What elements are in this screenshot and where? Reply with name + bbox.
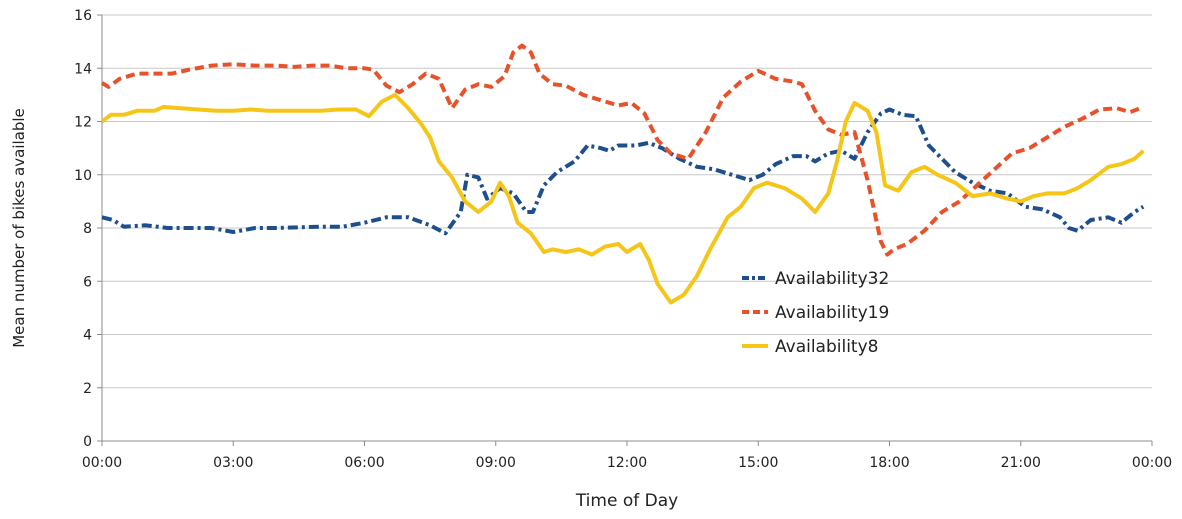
y-tick-label: 12 bbox=[74, 115, 92, 131]
x-tick-label: 21:00 bbox=[1001, 455, 1041, 471]
y-tick-label: 14 bbox=[74, 61, 92, 77]
x-tick-label: 18:00 bbox=[869, 455, 909, 471]
x-tick-label: 12:00 bbox=[607, 455, 647, 471]
x-tick-labels: 00:00 03:00 06:00 09:00 12:00 15:00 18:00 21:00… bbox=[82, 441, 1172, 471]
legend: Availability32 Availability19 Availability… bbox=[742, 269, 889, 357]
y-tick-label: 8 bbox=[83, 221, 92, 237]
x-tick-label: 03:00 bbox=[213, 455, 253, 471]
series-line-availability8 bbox=[100, 92, 1145, 305]
y-tick-label: 6 bbox=[83, 274, 92, 290]
series-layer bbox=[100, 43, 1145, 305]
y-tick-label: 4 bbox=[83, 328, 92, 344]
grid-layer bbox=[102, 14, 1152, 389]
x-axis-title: Time of Day bbox=[575, 491, 678, 511]
y-tick-label: 10 bbox=[74, 168, 92, 184]
y-tick-label: 2 bbox=[83, 381, 92, 397]
y-tick-label: 0 bbox=[83, 434, 92, 450]
x-tick-label: 00:00 bbox=[1132, 455, 1172, 471]
legend-label: Availability8 bbox=[775, 337, 878, 357]
y-tick-label: 16 bbox=[74, 8, 92, 24]
series-line-availability19 bbox=[100, 43, 1145, 257]
legend-label: Availability32 bbox=[775, 269, 889, 289]
legend-label: Availability19 bbox=[775, 303, 889, 323]
x-tick-label: 15:00 bbox=[738, 455, 778, 471]
x-tick-label: 09:00 bbox=[476, 455, 516, 471]
y-tick-labels: 0 2 4 6 8 10 12 14 16 bbox=[74, 8, 102, 450]
x-tick-label: 00:00 bbox=[82, 455, 122, 471]
x-tick-label: 06:00 bbox=[344, 455, 384, 471]
series-line-availability32 bbox=[101, 107, 1145, 236]
y-axis-title: Mean number of bikes available bbox=[10, 108, 28, 348]
